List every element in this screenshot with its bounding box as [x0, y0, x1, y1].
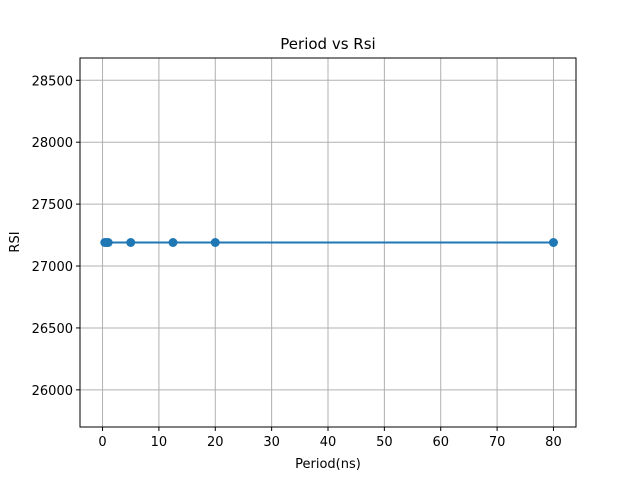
y-tick-label: 27500	[32, 198, 73, 213]
x-tick-label: 30	[263, 435, 280, 450]
y-axis-title: RSI	[8, 231, 23, 252]
x-tick-label: 10	[151, 435, 168, 450]
data-point	[548, 238, 558, 247]
plot-area	[79, 57, 577, 428]
chart-title: Period vs Rsi	[280, 35, 375, 53]
x-tick-label: 50	[376, 435, 393, 450]
x-tick-label: 40	[320, 435, 337, 450]
y-tick-label: 28500	[32, 74, 73, 89]
x-axis: 0 10 20 30 40 50 60 70 80	[98, 427, 562, 450]
data-point	[103, 238, 113, 247]
series-layer	[100, 238, 558, 247]
data-point	[126, 238, 136, 247]
y-tick-label: 28000	[32, 136, 73, 151]
x-tick-label: 80	[545, 435, 562, 450]
x-axis-title: Period(ns)	[295, 457, 361, 472]
x-tick-label: 0	[98, 435, 106, 450]
data-point	[210, 238, 220, 247]
y-tick-label: 27000	[32, 260, 73, 275]
y-tick-label: 26500	[32, 322, 73, 337]
x-tick-label: 70	[489, 435, 506, 450]
y-axis: 26000 26500 27000 27500 28000 28500	[32, 74, 80, 399]
y-tick-label: 26000	[32, 384, 73, 399]
x-tick-label: 20	[207, 435, 224, 450]
data-point	[168, 238, 178, 247]
x-tick-label: 60	[432, 435, 449, 450]
